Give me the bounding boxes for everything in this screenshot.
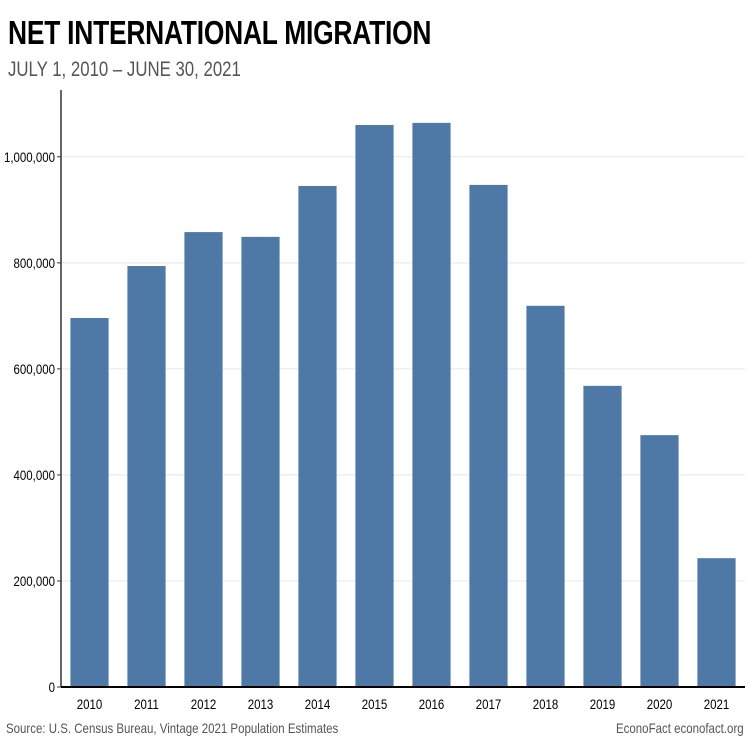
x-tick-label: 2010 [77,696,103,712]
y-tick-label: 600,000 [14,361,55,377]
x-tick-label: 2018 [533,696,559,712]
brand-credit: EconoFact econofact.org [616,720,744,736]
bar-2020 [640,435,679,687]
x-tick-label: 2019 [590,696,616,712]
source-note: Source: U.S. Census Bureau, Vintage 2021… [6,720,339,736]
x-tick-label: 2014 [305,696,331,712]
y-tick-label: 200,000 [14,573,55,589]
bar-2021 [697,558,736,687]
bar-2011 [127,266,166,687]
x-tick-label: 2012 [191,696,217,712]
bar-2017 [469,184,508,687]
bar-2019 [583,385,622,687]
chart-title: NET INTERNATIONAL MIGRATION [8,14,432,51]
bar-2010 [70,317,109,687]
x-tick-label: 2020 [647,696,673,712]
x-tick-label: 2015 [362,696,388,712]
y-tick-label: 800,000 [14,255,55,271]
bar-2013 [241,236,280,687]
chart-subtitle: JULY 1, 2010 – JUNE 30, 2021 [8,58,241,81]
x-tick-label: 2017 [476,696,502,712]
bar-2015 [355,124,394,687]
bar-2014 [298,185,337,687]
bar-2018 [526,305,565,687]
x-tick-label: 2013 [248,696,274,712]
bar-2012 [184,232,223,688]
x-tick-label: 2011 [134,696,159,712]
x-tick-label: 2021 [704,696,730,712]
bar-2016 [412,122,451,687]
y-tick-label: 0 [49,679,55,695]
y-tick-label: 1,000,000 [4,149,55,165]
y-tick-label: 400,000 [14,467,55,483]
x-tick-label: 2016 [419,696,445,712]
